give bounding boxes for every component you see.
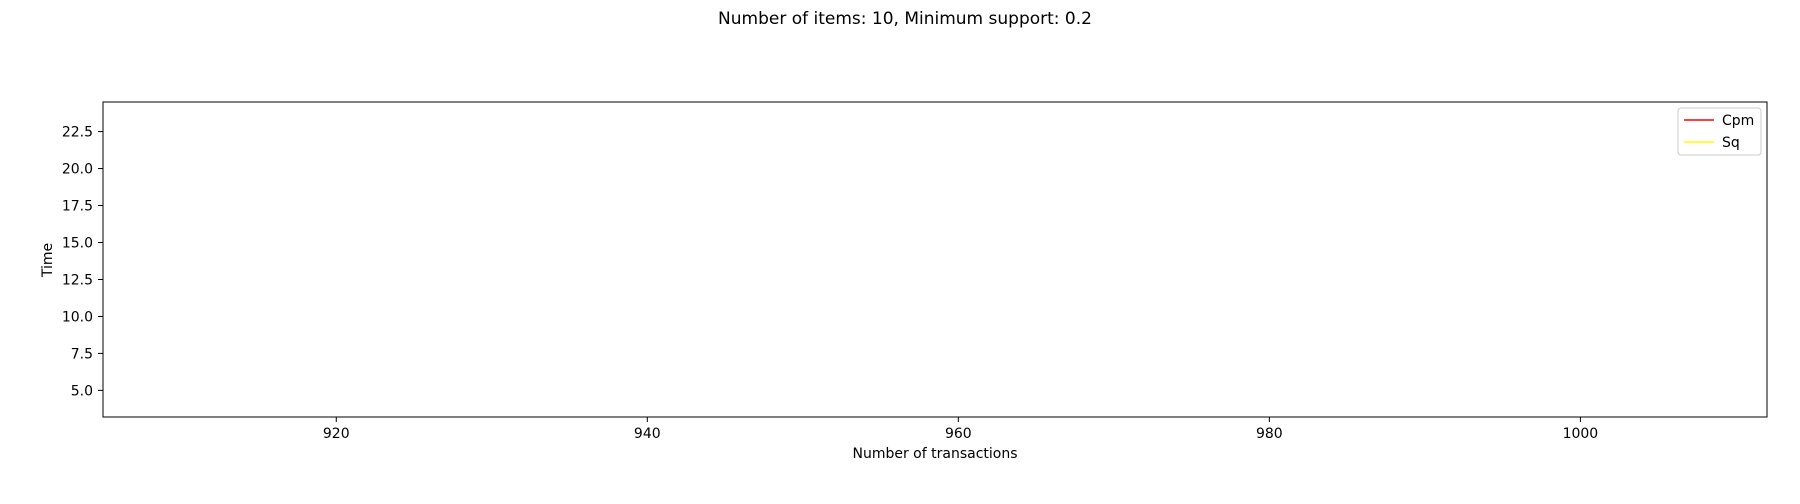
y-tick-label-4: 15.0 <box>62 235 93 251</box>
legend-label-sq: Sq <box>1722 135 1740 151</box>
y-tick-label-1: 7.5 <box>71 346 93 362</box>
x-tick-label-3: 980 <box>1256 426 1283 442</box>
chart-title: Number of items: 10, Minimum support: 0.… <box>718 9 1092 29</box>
x-tick-label-0: 920 <box>323 426 350 442</box>
y-tick-label-6: 20.0 <box>62 162 93 178</box>
y-tick-label-2: 10.0 <box>62 309 93 325</box>
plot-area <box>102 101 1768 418</box>
y-tick-label-7: 22.5 <box>62 125 93 141</box>
x-axis-label: Number of transactions <box>852 446 1017 462</box>
x-tick-label-2: 960 <box>945 426 972 442</box>
legend: Cpm Sq <box>1677 107 1762 156</box>
x-tick-label-4: 1000 <box>1563 426 1599 442</box>
y-axis-ticks: 5.0 7.5 10.0 12.5 15.0 17.5 20.0 22.5 <box>62 125 103 399</box>
y-axis-label: Time <box>40 243 56 278</box>
x-tick-label-1: 940 <box>634 426 661 442</box>
y-tick-label-5: 17.5 <box>62 199 93 215</box>
y-tick-label-3: 12.5 <box>62 272 93 288</box>
y-tick-label-0: 5.0 <box>71 383 93 399</box>
x-axis-ticks: 920 940 960 980 1000 <box>323 417 1598 442</box>
legend-label-cpm: Cpm <box>1722 113 1754 129</box>
